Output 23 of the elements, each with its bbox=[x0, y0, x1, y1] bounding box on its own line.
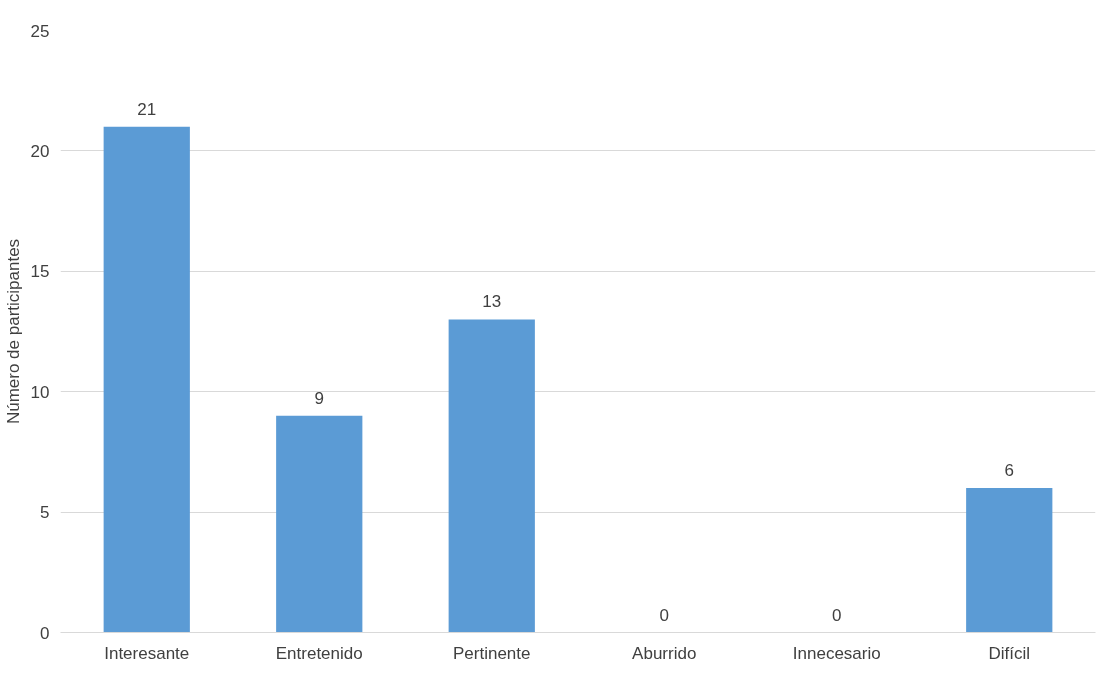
bar bbox=[448, 319, 535, 633]
x-tick-label: Aburrido bbox=[632, 643, 697, 663]
y-axis-title: Número de participantes bbox=[3, 238, 23, 425]
x-tick-label: Innecesario bbox=[792, 643, 881, 663]
y-tick-label: 5 bbox=[40, 503, 50, 523]
y-tick-label: 15 bbox=[30, 262, 50, 282]
data-label: 0 bbox=[832, 605, 842, 625]
data-label: 13 bbox=[482, 292, 502, 312]
data-label: 21 bbox=[137, 99, 157, 119]
data-label: 0 bbox=[659, 605, 669, 625]
x-tick-label: Difícil bbox=[988, 643, 1031, 663]
x-tick-label: Pertinente bbox=[453, 643, 531, 663]
y-tick-label: 0 bbox=[40, 623, 50, 643]
data-label: 6 bbox=[1004, 461, 1014, 481]
y-tick-label: 10 bbox=[30, 382, 50, 402]
bar bbox=[966, 488, 1053, 633]
bar bbox=[276, 415, 363, 633]
bar bbox=[103, 126, 190, 633]
y-tick-label: 20 bbox=[30, 141, 50, 161]
x-tick-label: Interesante bbox=[104, 643, 190, 663]
y-tick-label: 25 bbox=[30, 21, 50, 41]
data-label: 9 bbox=[314, 388, 324, 408]
x-tick-label: Entretenido bbox=[275, 643, 363, 663]
